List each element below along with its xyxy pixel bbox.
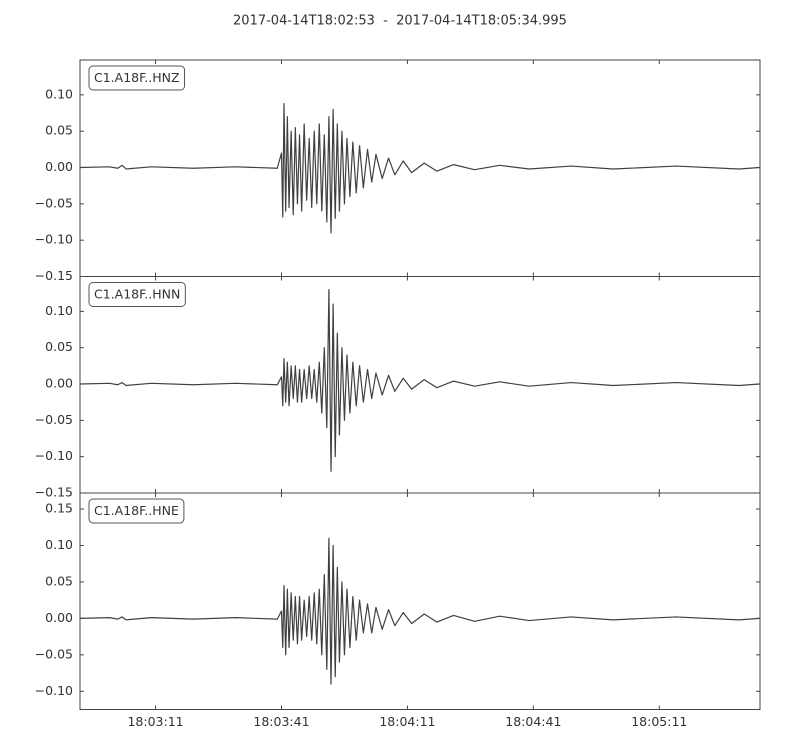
waveform — [80, 102, 760, 234]
legend: C1.A18F..HNN — [88, 282, 186, 307]
y-tick-label: −0.05 — [35, 412, 73, 427]
legend-box — [88, 498, 185, 524]
plot-area — [80, 288, 760, 472]
y-tick-label: 0.10 — [45, 303, 73, 318]
legend-box — [88, 65, 186, 91]
x-tick-label: 18:05:11 — [631, 714, 687, 729]
y-tick-label: −0.05 — [35, 646, 73, 661]
y-tick-label: 0.05 — [45, 339, 73, 354]
legend-label: C1.A18F..HNZ — [94, 70, 180, 85]
y-tick-label: 0.00 — [45, 159, 73, 174]
y-tick-label: −0.10 — [35, 448, 73, 463]
x-tick-label: 18:04:41 — [505, 714, 561, 729]
waveform — [80, 288, 760, 472]
y-tick-label: 0.00 — [45, 610, 73, 625]
y-tick-label: 0.10 — [45, 86, 73, 101]
y-tick-label: 0.10 — [45, 537, 73, 552]
legend-label: C1.A18F..HNN — [94, 287, 180, 302]
y-tick-label: 0.00 — [45, 376, 73, 391]
figure-title: 2017-04-14T18:02:53 - 2017-04-14T18:05:3… — [233, 14, 567, 29]
plot-area — [80, 537, 760, 685]
y-tick-label: −0.10 — [35, 683, 73, 698]
plot-area — [80, 102, 760, 234]
y-tick-label: 0.05 — [45, 573, 73, 588]
x-tick-label: 18:04:11 — [379, 714, 435, 729]
legend: C1.A18F..HNE — [88, 498, 185, 524]
axes-frame — [79, 492, 761, 710]
y-tick-label: 0.05 — [45, 123, 73, 138]
y-tick-label: −0.05 — [35, 195, 73, 210]
legend: C1.A18F..HNZ — [88, 65, 186, 91]
waveform — [80, 537, 760, 685]
legend-label: C1.A18F..HNE — [94, 503, 179, 518]
legend-box — [88, 282, 186, 307]
y-tick-label: −0.15 — [35, 268, 73, 283]
y-tick-label: −0.10 — [35, 232, 73, 247]
y-tick-label: −0.15 — [35, 485, 73, 500]
x-tick-label: 18:03:11 — [127, 714, 183, 729]
x-tick-label: 18:03:41 — [253, 714, 309, 729]
y-tick-label: 0.15 — [45, 501, 73, 516]
